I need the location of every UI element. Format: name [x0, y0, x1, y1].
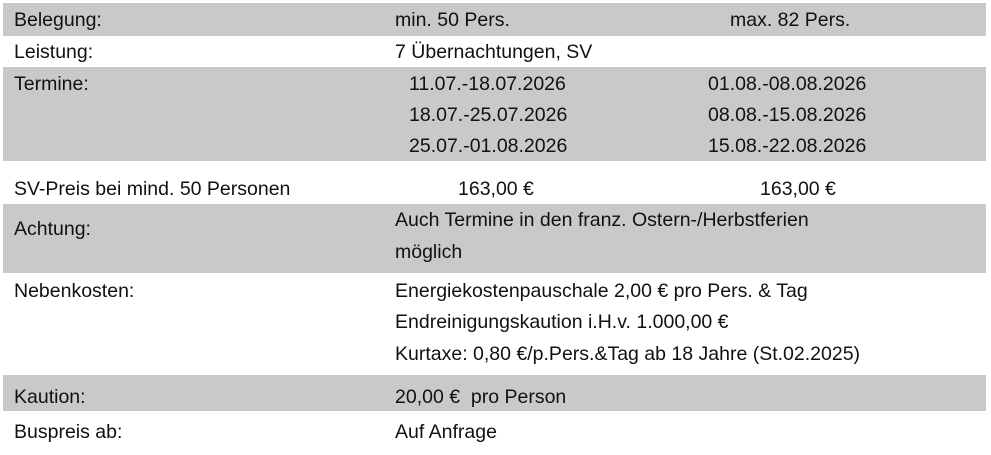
- row-kaution-bg: [3, 375, 986, 411]
- row-achtung-bg: [3, 204, 986, 273]
- termin-date: 25.07.-01.08.2026: [409, 135, 568, 157]
- kaution-value: 20,00 € pro Person: [395, 386, 567, 408]
- achtung-label: Achtung:: [14, 218, 91, 240]
- termine-label: Termine:: [14, 73, 89, 95]
- achtung-line: Auch Termine in den franz. Ostern-/Herbs…: [395, 209, 809, 231]
- preis-value-1: 163,00 €: [458, 178, 534, 200]
- row-termine-bg: [3, 67, 986, 161]
- leistung-value: 7 Übernachtungen, SV: [395, 41, 593, 63]
- termin-date: 01.08.-08.08.2026: [708, 73, 867, 95]
- belegung-label: Belegung:: [14, 9, 102, 31]
- buspreis-value: Auf Anfrage: [395, 421, 497, 443]
- termin-date: 18.07.-25.07.2026: [409, 104, 568, 126]
- nebenkosten-line: Kurtaxe: 0,80 €/p.Pers.&Tag ab 18 Jahre …: [395, 343, 861, 365]
- row-belegung-bg: [3, 3, 986, 36]
- preis-label: SV-Preis bei mind. 50 Personen: [14, 178, 291, 200]
- nebenkosten-line: Endreinigungskaution i.H.v. 1.000,00 €: [395, 311, 729, 333]
- nebenkosten-label: Nebenkosten:: [14, 280, 135, 302]
- buspreis-label: Buspreis ab:: [14, 421, 123, 443]
- leistung-label: Leistung:: [14, 41, 94, 63]
- belegung-min: min. 50 Pers.: [395, 9, 510, 31]
- termin-date: 15.08.-22.08.2026: [708, 135, 867, 157]
- termin-date: 11.07.-18.07.2026: [409, 73, 566, 95]
- nebenkosten-line: Energiekostenpauschale 2,00 € pro Pers. …: [395, 280, 808, 302]
- belegung-max: max. 82 Pers.: [730, 9, 851, 31]
- kaution-label: Kaution:: [14, 386, 86, 408]
- preis-value-2: 163,00 €: [760, 178, 836, 200]
- termin-date: 08.08.-15.08.2026: [708, 104, 867, 126]
- achtung-line: möglich: [395, 241, 463, 263]
